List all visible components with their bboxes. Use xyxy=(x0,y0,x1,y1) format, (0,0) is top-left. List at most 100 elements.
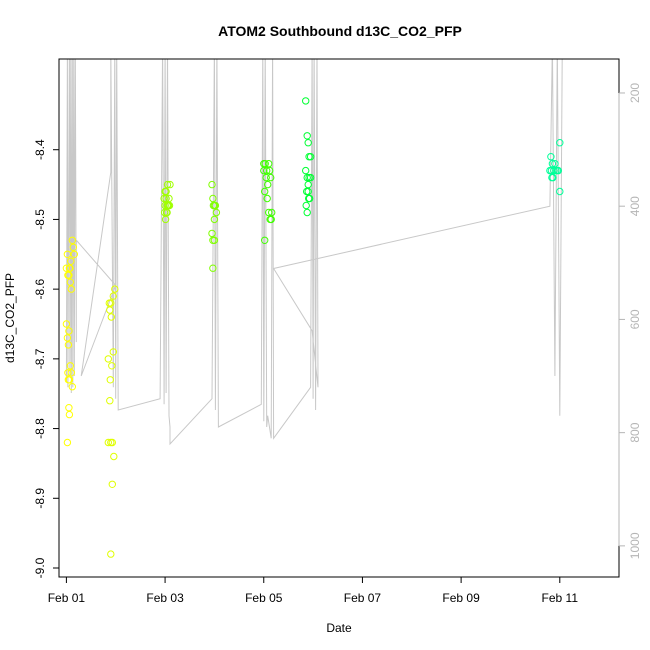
data-point xyxy=(209,201,218,210)
x-tick-label: Feb 05 xyxy=(245,591,283,605)
series-5 xyxy=(260,160,276,245)
x-axis-label: Date xyxy=(326,621,352,635)
data-points-layer xyxy=(62,97,564,558)
data-point xyxy=(303,208,311,217)
y-tick-label: -8.7 xyxy=(33,348,47,369)
data-point xyxy=(556,139,564,147)
data-point xyxy=(107,299,115,307)
series-3 xyxy=(160,180,174,224)
data-point xyxy=(67,285,76,293)
data-point xyxy=(67,369,76,377)
series-2 xyxy=(104,285,119,558)
y-tick-label: -8.4 xyxy=(33,139,47,160)
data-point xyxy=(111,285,119,293)
data-point xyxy=(264,180,272,189)
plot-frame xyxy=(58,58,620,578)
data-point xyxy=(208,180,216,189)
data-point xyxy=(69,243,78,252)
data-point xyxy=(106,376,115,384)
y-tick-label: -8.6 xyxy=(33,278,47,299)
data-point xyxy=(262,173,270,182)
data-point xyxy=(110,452,118,461)
data-point xyxy=(109,348,118,356)
data-point xyxy=(209,264,217,272)
data-point xyxy=(107,313,116,321)
data-point xyxy=(212,208,221,217)
data-point xyxy=(63,334,72,342)
data-point xyxy=(160,208,169,217)
y2-tick-label: 200 xyxy=(628,83,642,103)
data-point xyxy=(68,383,77,391)
series-4 xyxy=(208,180,221,272)
altitude-line xyxy=(65,59,563,446)
y-tick-label: -8.8 xyxy=(33,418,47,439)
data-point xyxy=(551,160,559,168)
data-point xyxy=(209,194,217,203)
data-point xyxy=(64,369,72,377)
x-tick-label: Feb 11 xyxy=(542,591,579,605)
series-6 xyxy=(302,97,315,217)
y2-tick-label: 800 xyxy=(628,422,642,442)
data-point xyxy=(65,410,74,419)
data-point xyxy=(64,341,73,349)
data-point xyxy=(108,438,117,447)
data-point xyxy=(65,327,73,335)
data-point xyxy=(208,229,216,238)
data-point xyxy=(304,180,312,189)
data-point xyxy=(306,153,315,161)
y-tick-label: -9.0 xyxy=(33,557,47,578)
secondary-y-axis: 200 400 600 800 1000 xyxy=(618,83,642,559)
x-axis: Feb 01 Feb 03 Feb 05 Feb 07 Feb 09 Feb 11 xyxy=(48,576,579,605)
data-point xyxy=(165,194,173,203)
data-point xyxy=(552,166,560,175)
series-1 xyxy=(62,236,79,447)
data-point xyxy=(263,194,271,203)
data-point xyxy=(62,264,71,272)
data-point xyxy=(267,173,275,182)
data-point xyxy=(165,201,174,210)
data-point xyxy=(304,139,312,147)
y2-tick-label: 1000 xyxy=(628,532,642,559)
data-point xyxy=(104,355,113,363)
data-point xyxy=(163,180,172,189)
y2-tick-label: 400 xyxy=(628,196,642,216)
data-point xyxy=(548,160,557,168)
x-tick-label: Feb 09 xyxy=(442,591,480,605)
data-point xyxy=(107,550,115,558)
data-point xyxy=(65,376,74,384)
data-point xyxy=(268,208,276,217)
x-tick-label: Feb 07 xyxy=(344,591,382,605)
data-point xyxy=(302,166,310,175)
data-point xyxy=(66,278,75,286)
data-point xyxy=(263,166,271,175)
data-point xyxy=(108,362,116,370)
data-point xyxy=(304,187,312,196)
altitude-line-layer xyxy=(65,59,563,446)
data-point xyxy=(62,320,71,328)
data-point xyxy=(70,250,79,259)
data-point xyxy=(104,438,113,447)
data-point xyxy=(163,201,171,210)
data-point xyxy=(162,194,170,203)
x-tick-label: Feb 03 xyxy=(146,591,184,605)
data-point xyxy=(556,187,564,196)
y-axis: -9.0 -8.9 -8.8 -8.7 -8.6 -8.5 -8.4 xyxy=(33,139,60,578)
data-point xyxy=(109,292,118,300)
data-point xyxy=(106,397,114,405)
data-point xyxy=(306,173,315,182)
data-point xyxy=(162,208,171,217)
data-point xyxy=(261,187,269,196)
data-point xyxy=(554,166,562,175)
data-point xyxy=(261,160,269,168)
data-point xyxy=(305,194,313,203)
y2-tick-label: 600 xyxy=(628,309,642,329)
data-point xyxy=(166,180,174,189)
data-point xyxy=(265,208,273,217)
data-point xyxy=(211,201,220,210)
data-point xyxy=(303,132,311,140)
data-point xyxy=(66,362,75,370)
data-point xyxy=(303,187,311,196)
data-point xyxy=(65,264,74,272)
data-point xyxy=(161,215,170,224)
chart-title: ATOM2 Southbound d13C_CO2_PFP xyxy=(218,23,462,39)
